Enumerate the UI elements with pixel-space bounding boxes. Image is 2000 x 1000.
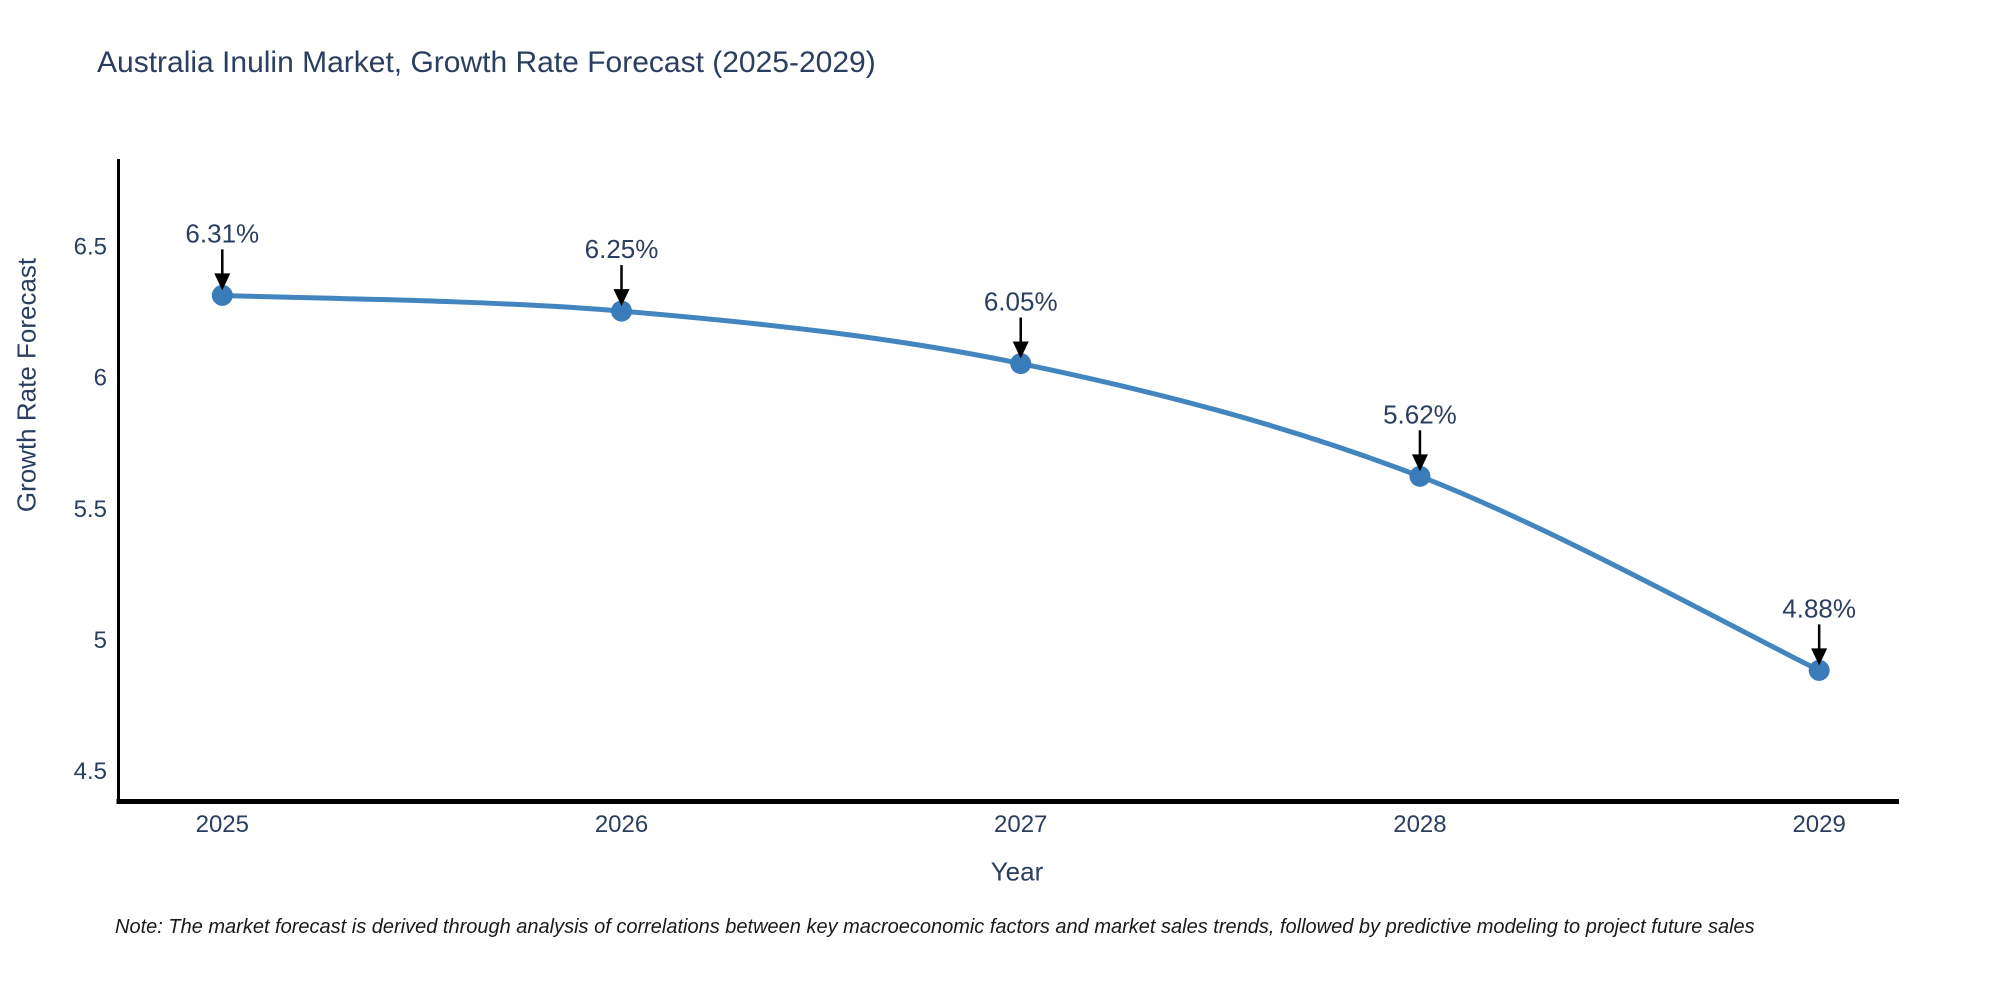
annotation-label: 6.31%: [185, 218, 259, 248]
y-tick-label: 6.5: [74, 234, 107, 261]
annotation-label: 6.25%: [585, 234, 659, 264]
point-annotation: 6.05%: [984, 287, 1058, 359]
chart-title: Australia Inulin Market, Growth Rate For…: [97, 46, 876, 79]
annotation-arrowhead-icon: [613, 289, 630, 307]
data-point-marker: [1409, 465, 1431, 487]
point-annotation: 6.31%: [185, 218, 259, 291]
annotation-arrowhead-icon: [1411, 454, 1428, 472]
data-point-marker: [211, 284, 233, 306]
point-annotation: 6.25%: [585, 234, 659, 307]
y-tick-label: 5.5: [74, 496, 107, 523]
data-point-marker: [1010, 353, 1032, 375]
data-point-marker: [611, 300, 633, 322]
annotation-arrowhead-icon: [1012, 341, 1029, 359]
point-annotation: 4.88%: [1782, 593, 1856, 666]
x-tick-label: 2029: [1792, 811, 1845, 838]
x-tick-label: 2027: [994, 811, 1047, 838]
point-annotation: 5.62%: [1383, 399, 1457, 472]
x-tick-label: 2025: [196, 811, 249, 838]
annotation-arrowhead-icon: [214, 273, 231, 291]
x-axis-title: Year: [990, 856, 1044, 887]
y-tick-label: 4.5: [74, 758, 107, 785]
annotation-label: 5.62%: [1383, 399, 1457, 429]
chart-footnote: Note: The market forecast is derived thr…: [115, 916, 1755, 938]
data-point-marker: [1808, 659, 1830, 681]
annotation-label: 6.05%: [984, 287, 1058, 317]
annotation-arrowhead-icon: [1811, 648, 1828, 666]
x-tick-label: 2028: [1393, 811, 1446, 838]
x-tick-label: 2026: [595, 811, 648, 838]
annotation-label: 4.88%: [1782, 593, 1856, 623]
y-tick-label: 6: [94, 365, 107, 392]
y-tick-label: 5: [94, 627, 107, 654]
